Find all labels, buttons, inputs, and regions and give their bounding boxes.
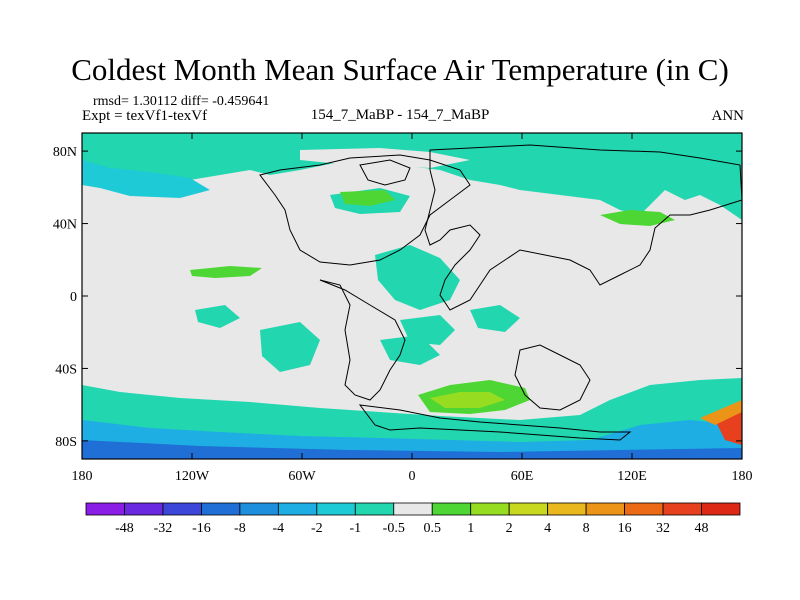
colorbar-swatch [162, 502, 202, 516]
colorbar-label: 2 [506, 521, 513, 536]
colorbar-swatch [85, 502, 125, 516]
arctic-center-hole [300, 148, 470, 168]
patch-indian-ocean [470, 305, 520, 332]
x-tick-label: 120W [175, 469, 210, 484]
arctic-band [82, 133, 742, 220]
y-tick-label: 40N [53, 218, 77, 233]
eastern-arctic-green [600, 210, 675, 226]
colorbar-label: 0.5 [423, 521, 441, 536]
x-tick-label: 180 [72, 469, 93, 484]
x-tick-label: 60E [511, 469, 534, 484]
patch-africa [375, 245, 460, 310]
colorbar-swatch [316, 502, 356, 516]
colorbar: -48 -32 -16 -8 -4 -2 -1 -0.5 0.5 1 2 4 8 16 32 48 [85, 502, 741, 536]
colorbar-label: -4 [273, 521, 285, 536]
colorbar-label: -0.5 [383, 521, 405, 536]
colorbar-swatch [662, 502, 702, 516]
y-tick-label: 80N [53, 145, 77, 160]
colorbar-swatch [201, 502, 241, 516]
colorbar-swatch [624, 502, 664, 516]
southeast-pacific-orange [700, 400, 742, 425]
chart-title: Coldest Month Mean Surface Air Temperatu… [71, 52, 729, 87]
outline-south-america [319, 279, 406, 401]
colorbar-swatch [585, 502, 625, 516]
patch-tropical-pacific [190, 266, 262, 278]
patch-south-america [380, 335, 440, 365]
season-label: ANN [711, 108, 745, 124]
x-tick-label: 180 [732, 469, 753, 484]
colorbar-label: 16 [618, 521, 632, 536]
colorbar-swatch [354, 502, 395, 516]
outline-antarctica [358, 404, 632, 441]
colorbar-label: 32 [656, 521, 670, 536]
x-tick-label: 60W [288, 469, 316, 484]
colorbar-label: 1 [467, 521, 474, 536]
colorbar-swatch [470, 502, 510, 516]
case-label: 154_7_MaBP - 154_7_MaBP [310, 107, 490, 123]
colorbar-label: 48 [695, 521, 709, 536]
colorbar-label: -1 [349, 521, 361, 536]
colorbar-swatch [508, 502, 549, 516]
north-pacific-low [82, 160, 210, 198]
patch-atlantic-green [340, 190, 395, 206]
colorbar-label: 4 [544, 521, 551, 536]
colorbar-swatch [393, 502, 433, 516]
colorbar-swatch [547, 502, 587, 516]
coastlines [259, 144, 743, 441]
patch-pacific-west [195, 305, 240, 328]
x-tick-label: 0 [409, 469, 416, 484]
south-africa-warm [430, 392, 505, 408]
colorbar-swatch [431, 502, 472, 516]
colorbar-label: -48 [115, 521, 134, 536]
map-field [82, 133, 742, 459]
outline-australia [514, 344, 591, 411]
stats-text: rmsd= 1.30112 diff= -0.459641 [93, 94, 270, 109]
outline-eurasia [424, 144, 743, 311]
axes: 180 120W 60W 0 60E 120E 180 80N 40N 0 40S 80S [53, 133, 753, 484]
colorbar-label: -8 [234, 521, 246, 536]
patch-south-pacific [260, 322, 320, 372]
colorbar-swatch [239, 502, 279, 516]
colorbar-label: -16 [192, 521, 211, 536]
colorbar-label: -32 [154, 521, 173, 536]
antarctic-deep [82, 440, 742, 459]
experiment-label: Expt = texVf1-texVf [82, 108, 208, 124]
outline-north-america [259, 154, 471, 266]
y-tick-label: 40S [55, 362, 77, 377]
colorbar-label: 8 [583, 521, 590, 536]
x-tick-label: 120E [617, 469, 647, 484]
colorbar-swatch [701, 502, 741, 516]
y-tick-label: 0 [70, 290, 77, 305]
outline-greenland [359, 159, 411, 186]
colorbar-label: -2 [311, 521, 323, 536]
colorbar-swatch [277, 502, 318, 516]
y-tick-label: 80S [55, 435, 77, 450]
colorbar-swatch [124, 502, 164, 516]
